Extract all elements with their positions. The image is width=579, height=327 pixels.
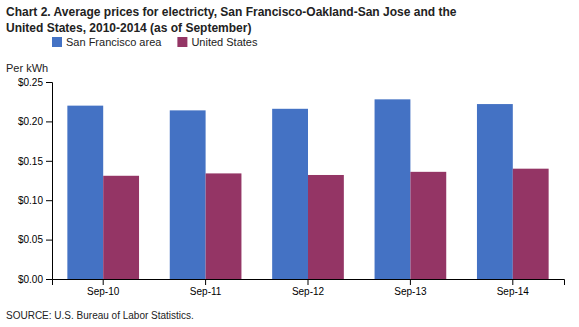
tick-label: $0.00 bbox=[18, 274, 43, 285]
tick: $0.25 bbox=[18, 77, 52, 88]
bar bbox=[206, 173, 242, 279]
title: Chart 2. Average prices for electricty, … bbox=[6, 5, 457, 35]
tick: Sep-10 bbox=[87, 279, 120, 297]
legend-label: United States bbox=[191, 36, 258, 48]
legend-swatch bbox=[177, 37, 187, 47]
tick-label: Sep-14 bbox=[497, 286, 530, 297]
bar bbox=[170, 110, 206, 279]
tick-mark bbox=[205, 279, 206, 285]
tick-label: $0.05 bbox=[18, 234, 43, 245]
tick-label: $0.15 bbox=[18, 156, 43, 167]
tick-label: $0.20 bbox=[18, 116, 43, 127]
tick-mark bbox=[46, 240, 52, 241]
bar-series bbox=[103, 169, 548, 279]
bar bbox=[375, 99, 411, 279]
tick-mark bbox=[103, 279, 104, 285]
bar-series bbox=[67, 99, 512, 279]
tick-mark bbox=[46, 121, 52, 122]
tick: Sep-14 bbox=[497, 279, 530, 297]
bar bbox=[477, 104, 513, 279]
bar bbox=[513, 169, 549, 279]
tick: $0.10 bbox=[18, 195, 52, 206]
tick-mark bbox=[410, 279, 411, 285]
tick: $0.00 bbox=[18, 274, 52, 285]
tick-label: $0.25 bbox=[18, 77, 43, 88]
bar bbox=[67, 106, 103, 279]
legend-label: San Francisco area bbox=[66, 36, 162, 48]
legend-item: United States bbox=[177, 36, 258, 48]
tick: $0.15 bbox=[18, 156, 52, 167]
tick-mark bbox=[512, 279, 513, 285]
axis-line bbox=[46, 83, 53, 280]
x-axis: Sep-10 Sep-11 Sep-12 Sep-13 Sep-14 bbox=[53, 279, 565, 297]
tick-mark bbox=[46, 82, 52, 83]
chart: Chart 2. Average prices for electricty, … bbox=[0, 0, 579, 327]
tick: Sep-11 bbox=[190, 279, 222, 297]
plot: $0.00$0.05$0.10$0.15$0.20$0.25Sep-10Sep-… bbox=[18, 77, 565, 297]
tick-mark bbox=[46, 200, 52, 201]
tick: $0.20 bbox=[18, 116, 52, 127]
tick-mark bbox=[46, 279, 52, 280]
tick-label: Sep-11 bbox=[190, 286, 222, 297]
tick-label: Sep-10 bbox=[87, 286, 120, 297]
y-label: Per kWh bbox=[6, 62, 48, 74]
legend-swatch bbox=[52, 37, 62, 47]
bar bbox=[103, 176, 139, 279]
tick: Sep-12 bbox=[292, 279, 325, 297]
bar bbox=[308, 175, 344, 279]
bar bbox=[410, 172, 446, 279]
legend-item: San Francisco area bbox=[52, 36, 162, 48]
tick-mark bbox=[308, 279, 309, 285]
y-axis: $0.00 $0.05 $0.10 $0.15 $0.20 $0.25 bbox=[18, 77, 53, 285]
tick-label: Sep-12 bbox=[292, 286, 325, 297]
axis-line bbox=[53, 280, 565, 286]
tick: Sep-13 bbox=[394, 279, 427, 297]
bar bbox=[272, 109, 308, 279]
annotation: SOURCE: U.S. Bureau of Labor Statistics. bbox=[6, 310, 194, 321]
legend: San Francisco area United States bbox=[52, 36, 258, 48]
tick: $0.05 bbox=[18, 234, 52, 245]
tick-label: Sep-13 bbox=[394, 286, 427, 297]
bars bbox=[67, 99, 548, 279]
tick-label: $0.10 bbox=[18, 195, 43, 206]
tick-mark bbox=[46, 161, 52, 162]
